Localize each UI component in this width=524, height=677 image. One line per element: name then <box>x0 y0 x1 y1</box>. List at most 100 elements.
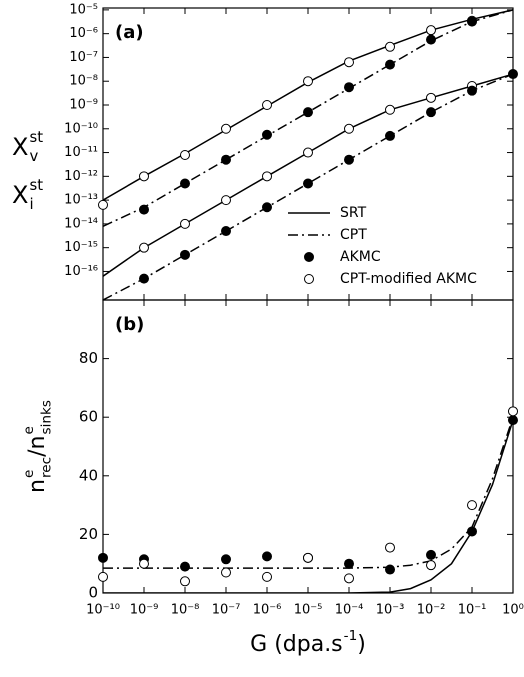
data-point <box>385 542 395 553</box>
data-point <box>344 57 354 68</box>
data-point <box>262 99 272 110</box>
y-tick-label: 10⁻¹⁵ <box>64 240 98 255</box>
data-point <box>262 551 272 562</box>
x-tick-label: 10⁻¹⁰ <box>86 603 120 618</box>
y-axis-title: ne rec/ne sinks <box>21 400 55 493</box>
data-point <box>139 273 149 284</box>
data-point <box>426 92 436 103</box>
x-tick-label: 10⁻⁶ <box>253 603 282 618</box>
data-point <box>344 573 354 584</box>
axis-title-base: ) <box>357 632 366 657</box>
data-point <box>467 526 477 537</box>
axis-title-sup: st <box>29 176 43 194</box>
data-point <box>303 178 313 189</box>
data-point <box>303 552 313 563</box>
data-point <box>98 552 108 563</box>
data-point <box>180 561 190 572</box>
data-point <box>385 130 395 141</box>
data-point <box>344 154 354 165</box>
axis-title-base: X <box>12 133 28 161</box>
x-tick-label: 10⁻⁹ <box>130 603 159 618</box>
data-point <box>221 123 231 134</box>
panel-label: (a) <box>115 22 144 43</box>
y-tick-label: 10⁻¹⁴ <box>64 216 98 231</box>
data-line <box>103 9 513 201</box>
axis-title-base: X <box>12 181 28 209</box>
legend-label: SRT <box>340 205 367 221</box>
legend-swatch <box>304 274 314 284</box>
y-tick-label: 10⁻¹⁰ <box>64 121 98 136</box>
data-point <box>344 82 354 93</box>
y-tick-label: 80 <box>79 349 98 367</box>
data-point <box>180 218 190 229</box>
data-point <box>262 202 272 213</box>
data-point <box>262 171 272 182</box>
data-point <box>180 249 190 260</box>
data-point <box>262 571 272 582</box>
data-point <box>344 123 354 134</box>
y-tick-label: 0 <box>88 584 98 602</box>
data-point <box>139 558 149 569</box>
axis-title-base: n <box>25 479 50 493</box>
data-point <box>303 147 313 158</box>
data-point <box>426 107 436 118</box>
data-point <box>426 549 436 560</box>
data-point <box>385 41 395 52</box>
data-point <box>139 242 149 253</box>
data-point <box>426 25 436 36</box>
data-point <box>180 576 190 587</box>
data-point <box>508 415 518 426</box>
axis-title-sup: e <box>21 426 37 434</box>
data-point <box>221 567 231 578</box>
x-tick-label: 10⁰ <box>502 603 524 618</box>
data-point <box>139 171 149 182</box>
y-tick-label: 10⁻¹⁶ <box>64 264 98 279</box>
data-point <box>98 199 108 210</box>
data-point <box>385 104 395 115</box>
axis-title-base: G (dpa.s <box>250 632 343 657</box>
y-tick-label: 10⁻⁹ <box>69 97 98 112</box>
data-point <box>426 34 436 45</box>
data-point <box>467 16 477 27</box>
axis-title-sup: -1 <box>344 628 358 644</box>
x-tick-label: 10⁻³ <box>376 603 405 618</box>
axis-title-sub: sinks <box>38 400 54 435</box>
y-tick-label: 10⁻⁸ <box>69 74 98 89</box>
data-point <box>426 560 436 571</box>
x-tick-label: 10⁻¹ <box>458 603 487 618</box>
y-tick-label: 40 <box>79 466 98 484</box>
data-point <box>467 500 477 511</box>
legend-label: CPT-modified AKMC <box>340 271 477 287</box>
y-tick-label: 10⁻¹³ <box>64 193 98 208</box>
y-tick-label: 10⁻⁵ <box>69 2 98 17</box>
data-point <box>508 69 518 80</box>
axis-title-base: /n <box>25 436 50 457</box>
data-line <box>103 9 513 227</box>
y-tick-label: 60 <box>79 408 98 426</box>
x-tick-label: 10⁻⁷ <box>212 603 241 618</box>
x-tick-label: 10⁻² <box>417 603 446 618</box>
data-point <box>180 149 190 160</box>
data-point <box>221 226 231 237</box>
axis-title-sub: i <box>29 195 33 213</box>
data-point <box>303 76 313 87</box>
data-line <box>103 419 513 593</box>
data-point <box>221 154 231 165</box>
data-point <box>221 554 231 565</box>
y-tick-label: 10⁻⁶ <box>69 26 98 41</box>
data-point <box>180 178 190 189</box>
data-point <box>508 406 518 417</box>
data-point <box>262 129 272 140</box>
data-point <box>139 204 149 215</box>
axis-title-sub: rec <box>38 457 54 478</box>
axis-title-sup: st <box>29 128 43 146</box>
data-point <box>385 59 395 70</box>
plot-area <box>103 416 513 593</box>
data-point <box>98 571 108 582</box>
x-axis-title: G (dpa.s -1) <box>250 628 366 657</box>
y-tick-label: 10⁻¹¹ <box>64 145 98 160</box>
legend-label: AKMC <box>340 249 381 265</box>
panel-label: (b) <box>115 314 144 335</box>
